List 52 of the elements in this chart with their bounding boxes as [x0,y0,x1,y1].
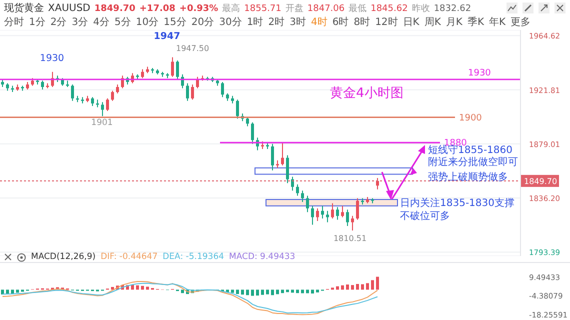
annotation: 日内关注1835-1830支撑 [400,198,516,210]
text: 黄金4小时图 [330,85,404,102]
text: +17.08 [139,4,176,14]
text: 最高 [222,2,240,15]
text: XAUUSD [48,3,90,14]
text: 30分 [219,16,242,29]
annotation: 1930 [40,53,64,65]
text: 周K [424,16,441,29]
annotation: 强势上破顺势做多 [428,172,509,184]
text: 日K [402,16,420,29]
text: MACD: 9.49433 [229,252,296,262]
text: 年K [489,16,506,29]
text: +0.93% [179,4,218,14]
text: 分时 [4,16,24,29]
text: 3分 [72,16,88,29]
text: DEA: -5.19364 [162,252,224,262]
annotation: 1901 [91,117,113,129]
text: 1832.62 [434,4,472,14]
ref-line-label: 1900 [459,113,482,124]
text: 3时 [290,16,306,29]
text: 8时 [354,16,370,29]
annotation: 1947.50 [176,43,210,55]
text: 1时 [246,16,264,29]
text: 15分 [164,16,186,29]
text: 20分 [191,16,214,29]
text: 5分 [114,16,131,29]
text: 现货黄金 [4,2,44,15]
annotation: 不破位可多 [400,211,451,223]
text: 12时 [375,16,398,29]
text: DIF: -0.44647 [100,252,158,262]
text: 4分 [93,16,110,29]
text: 1847.06 [307,4,345,14]
text: 更多 [510,16,531,29]
text: 月K [446,16,462,29]
text: 1分 [29,16,46,29]
ref-line-label: 1930 [468,68,492,78]
text: 季K [467,16,484,29]
text: 1845.62 [370,4,408,14]
annotation: 1810.51 [333,233,367,245]
text: 2分 [50,16,67,29]
text: 昨收 [412,2,430,15]
text: 6时 [332,16,349,29]
text: 4时 [310,16,328,29]
text: 10分 [136,16,159,29]
text: 1849.70 [94,4,136,14]
text: 1855.71 [244,4,282,14]
legend-title: MACD(12,26,9) [31,252,96,262]
ref-line-label: 1849.70 [524,176,558,186]
text: 2时 [268,16,285,29]
text: 最低 [348,2,367,15]
text: 开盘 [285,2,304,15]
annotation: 1947 [154,31,180,43]
